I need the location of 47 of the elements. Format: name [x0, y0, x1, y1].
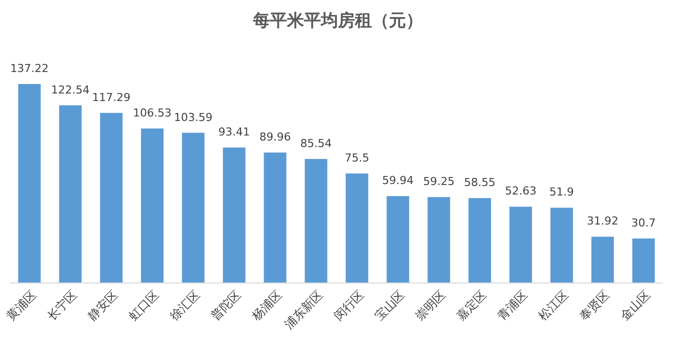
- data-label: 31.92: [586, 214, 618, 228]
- x-tick-label: 黄浦区: [4, 288, 39, 323]
- data-label: 59.25: [423, 175, 455, 188]
- x-tick-label: 徐汇区: [167, 288, 203, 323]
- data-label: 122.54: [51, 83, 90, 96]
- data-label: 75.5: [344, 152, 370, 165]
- bar: [468, 198, 492, 283]
- bar: [100, 112, 123, 283]
- x-tick-label: 闵行区: [331, 288, 366, 323]
- data-label: 93.41: [218, 126, 250, 139]
- bar: [428, 197, 450, 283]
- bar: [550, 208, 573, 283]
- bar: [346, 174, 368, 283]
- bar: [222, 148, 246, 283]
- x-tick-label: 虹口区: [126, 288, 162, 323]
- data-label: 137.22: [10, 62, 49, 75]
- x-tick-label: 崇明区: [412, 288, 448, 323]
- data-label: 51.9: [549, 186, 574, 199]
- x-tick-label: 松江区: [536, 288, 572, 323]
- x-tick-label: 奉贤区: [576, 288, 612, 323]
- chart-title: 每平米平均房租（元）: [252, 11, 423, 31]
- data-label: 106.53: [133, 106, 172, 120]
- x-tick-label: 普陀区: [208, 288, 244, 323]
- data-label: 117.29: [92, 90, 131, 104]
- bar: [591, 236, 614, 283]
- bar: [304, 158, 328, 283]
- x-tick-label: 静安区: [85, 288, 121, 323]
- bar: [59, 105, 82, 283]
- bar: [264, 152, 286, 283]
- x-tick-label: 青浦区: [494, 288, 530, 323]
- bar: [386, 196, 410, 283]
- bar: [632, 238, 655, 283]
- data-label: 85.54: [300, 136, 332, 150]
- data-label: 58.55: [464, 176, 496, 190]
- data-label: 103.59: [174, 110, 212, 124]
- x-tick-label: 嘉定区: [454, 288, 490, 323]
- data-label: 89.96: [259, 130, 291, 144]
- bar: [182, 132, 204, 283]
- x-tick-label: 长宁区: [44, 288, 80, 323]
- bar: [509, 206, 532, 283]
- data-label: 52.63: [504, 184, 536, 198]
- x-tick-label: 宝山区: [372, 288, 408, 323]
- bar: [18, 84, 41, 283]
- data-label: 59.94: [382, 174, 414, 188]
- x-tick-label: 金山区: [618, 288, 653, 323]
- data-label: 30.7: [631, 216, 656, 230]
- bar: [141, 128, 164, 283]
